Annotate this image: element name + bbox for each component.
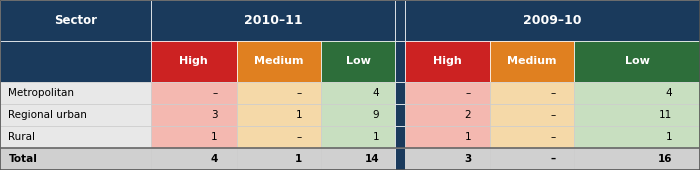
FancyBboxPatch shape (237, 82, 321, 104)
Text: 1: 1 (211, 132, 218, 142)
FancyBboxPatch shape (395, 104, 405, 126)
Text: –: – (550, 154, 556, 164)
FancyBboxPatch shape (150, 148, 237, 170)
Text: 11: 11 (659, 110, 672, 120)
Text: 9: 9 (372, 110, 379, 120)
FancyBboxPatch shape (237, 41, 321, 82)
FancyBboxPatch shape (405, 126, 490, 148)
FancyBboxPatch shape (321, 126, 396, 148)
FancyBboxPatch shape (395, 126, 405, 148)
FancyBboxPatch shape (395, 41, 405, 82)
Text: 3: 3 (464, 154, 471, 164)
FancyBboxPatch shape (321, 41, 396, 82)
FancyBboxPatch shape (574, 104, 700, 126)
FancyBboxPatch shape (0, 148, 150, 170)
FancyBboxPatch shape (490, 126, 574, 148)
Text: –: – (550, 88, 556, 98)
FancyBboxPatch shape (321, 148, 396, 170)
FancyBboxPatch shape (574, 148, 700, 170)
FancyBboxPatch shape (237, 148, 321, 170)
FancyBboxPatch shape (321, 104, 396, 126)
FancyBboxPatch shape (490, 41, 574, 82)
FancyBboxPatch shape (490, 82, 574, 104)
Text: Medium: Medium (254, 56, 303, 66)
FancyBboxPatch shape (150, 41, 237, 82)
FancyBboxPatch shape (395, 82, 405, 104)
Text: High: High (179, 56, 208, 66)
Text: Low: Low (624, 56, 650, 66)
Text: 4: 4 (372, 88, 379, 98)
FancyBboxPatch shape (395, 148, 405, 170)
Text: –: – (550, 132, 556, 142)
FancyBboxPatch shape (0, 0, 150, 41)
FancyBboxPatch shape (405, 148, 490, 170)
Text: Total: Total (8, 154, 37, 164)
Text: 1: 1 (372, 132, 379, 142)
Text: Regional urban: Regional urban (8, 110, 88, 120)
Text: 2010–11: 2010–11 (244, 14, 302, 27)
Text: Metropolitan: Metropolitan (8, 88, 74, 98)
Text: Rural: Rural (8, 132, 36, 142)
Text: 2009–10: 2009–10 (523, 14, 582, 27)
Text: Low: Low (346, 56, 370, 66)
Text: 2: 2 (465, 110, 471, 120)
Text: 1: 1 (465, 132, 471, 142)
FancyBboxPatch shape (490, 148, 574, 170)
FancyBboxPatch shape (0, 126, 150, 148)
FancyBboxPatch shape (490, 104, 574, 126)
Text: –: – (550, 110, 556, 120)
FancyBboxPatch shape (574, 41, 700, 82)
FancyBboxPatch shape (574, 82, 700, 104)
Text: –: – (212, 88, 218, 98)
Text: 4: 4 (666, 88, 672, 98)
Text: 16: 16 (658, 154, 672, 164)
Text: 1: 1 (295, 110, 302, 120)
Text: 1: 1 (295, 154, 302, 164)
FancyBboxPatch shape (150, 82, 237, 104)
FancyBboxPatch shape (405, 104, 490, 126)
Text: 3: 3 (211, 110, 218, 120)
FancyBboxPatch shape (395, 0, 405, 41)
Text: Medium: Medium (508, 56, 556, 66)
FancyBboxPatch shape (0, 82, 150, 104)
Text: 14: 14 (365, 154, 379, 164)
Text: –: – (466, 88, 471, 98)
FancyBboxPatch shape (405, 0, 700, 41)
FancyBboxPatch shape (321, 82, 396, 104)
Text: High: High (433, 56, 462, 66)
FancyBboxPatch shape (237, 126, 321, 148)
FancyBboxPatch shape (405, 82, 490, 104)
Text: 1: 1 (666, 132, 672, 142)
FancyBboxPatch shape (0, 104, 150, 126)
FancyBboxPatch shape (405, 41, 490, 82)
FancyBboxPatch shape (150, 126, 237, 148)
Text: Sector: Sector (54, 14, 97, 27)
FancyBboxPatch shape (574, 126, 700, 148)
FancyBboxPatch shape (0, 41, 150, 82)
Text: 4: 4 (210, 154, 218, 164)
Text: –: – (297, 132, 302, 142)
Text: –: – (297, 88, 302, 98)
FancyBboxPatch shape (237, 104, 321, 126)
FancyBboxPatch shape (150, 104, 237, 126)
FancyBboxPatch shape (150, 0, 396, 41)
